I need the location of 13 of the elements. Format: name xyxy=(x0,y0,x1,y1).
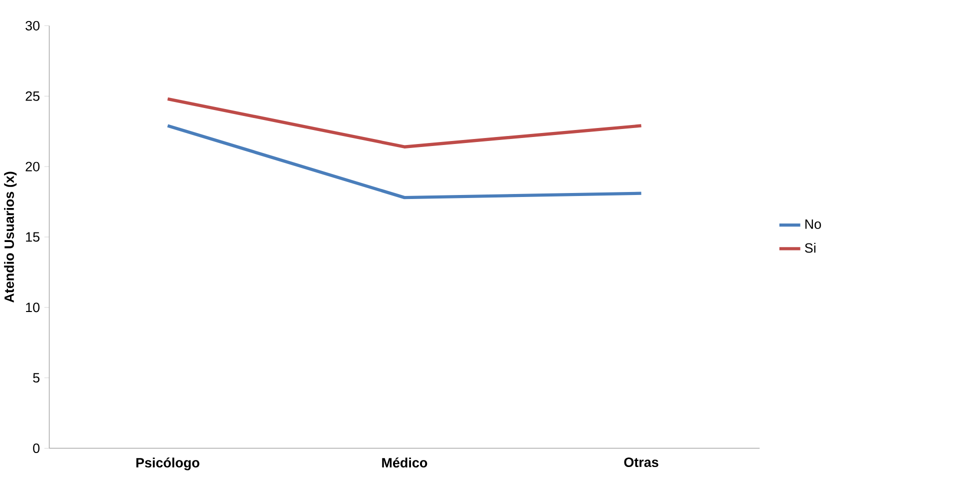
legend-label: Si xyxy=(804,242,816,253)
y-tick-label: 10 xyxy=(26,302,40,312)
y-axis-title: Atendio Usuarios (x) xyxy=(4,172,17,303)
y-tick-label: 20 xyxy=(26,162,40,172)
legend-label: No xyxy=(805,220,821,229)
x-tick-label: Médico xyxy=(382,458,428,468)
y-tick-label: 0 xyxy=(33,444,40,454)
y-tick-label: 15 xyxy=(26,232,40,242)
y-tick-label: 5 xyxy=(33,373,40,383)
y-tick-label: 25 xyxy=(26,91,40,101)
x-tick-label: Psicólogo xyxy=(136,458,200,470)
y-tick-label: 30 xyxy=(26,20,40,31)
x-tick-label: Otras xyxy=(624,458,658,468)
